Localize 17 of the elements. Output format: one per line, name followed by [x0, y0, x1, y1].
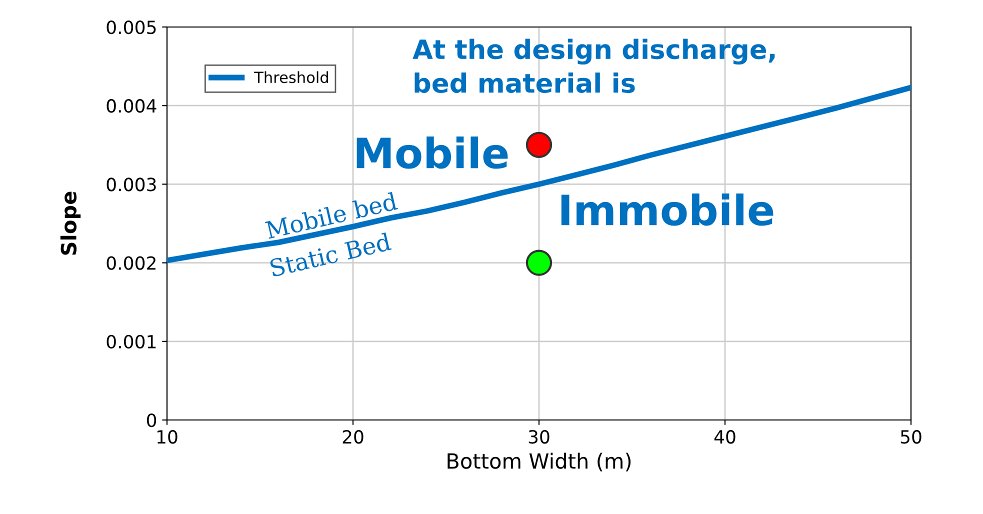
- annotation: Immobile: [561, 194, 774, 226]
- y-tick-label: 0.002: [106, 256, 156, 270]
- y-tick-label: 0.004: [106, 99, 156, 113]
- legend-label: Threshold: [254, 71, 328, 84]
- y-tick-label: 0.001: [106, 334, 156, 349]
- x-tick-label: 50: [900, 430, 922, 444]
- x-tick-label: 30: [528, 430, 550, 444]
- x-tick-label: 40: [714, 430, 736, 444]
- annotation: At the design discharge, bed material is: [412, 38, 775, 93]
- annotation: Mobile: [356, 136, 508, 169]
- x-axis-title: Bottom Width (m): [448, 452, 631, 472]
- y-tick-label: 0.003: [106, 178, 156, 192]
- y-tick-label: 0.005: [106, 20, 156, 34]
- x-tick-label: 10: [157, 430, 178, 444]
- x-tick-label: 20: [342, 430, 364, 444]
- y-tick-label: 0: [146, 413, 156, 428]
- y-axis-title: Slope: [60, 192, 81, 255]
